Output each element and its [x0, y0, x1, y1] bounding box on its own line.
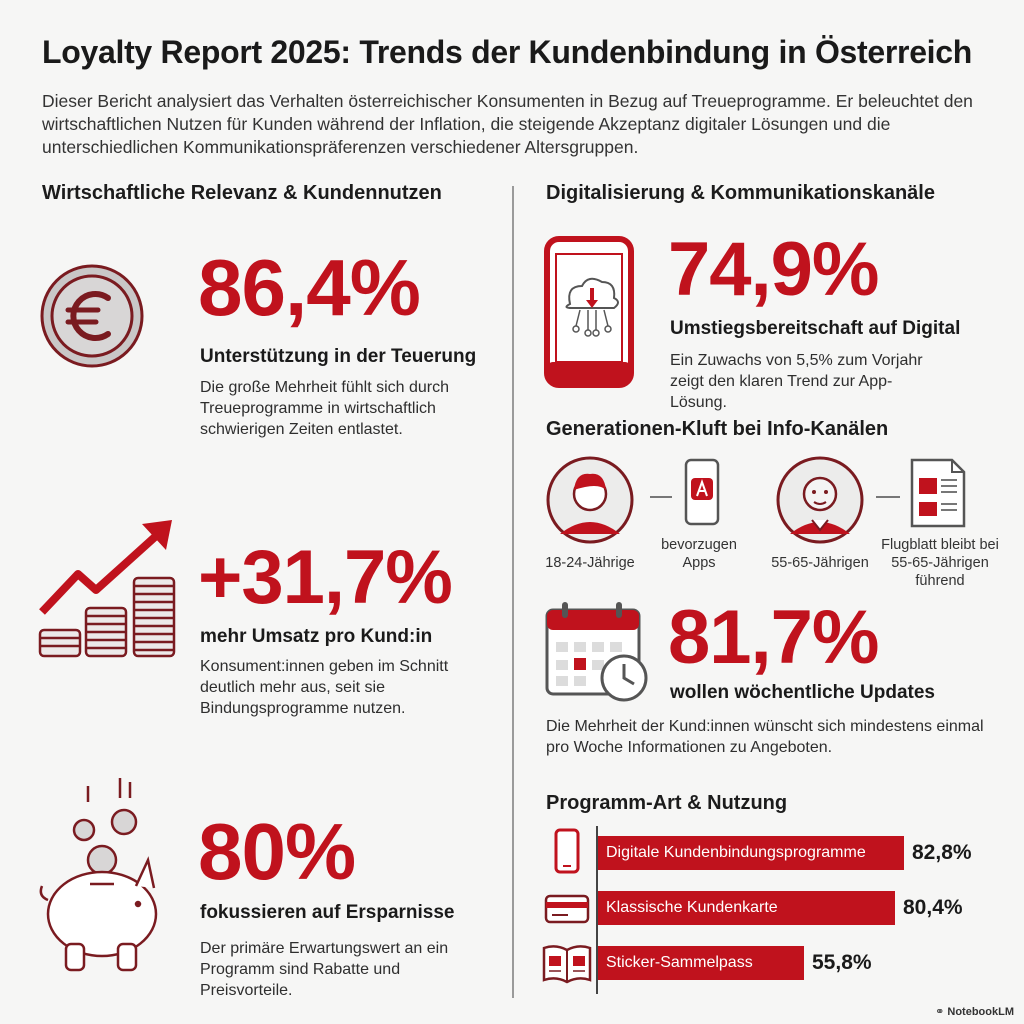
- young-connector: [650, 496, 672, 498]
- stat-revenue-value: +31,7%: [198, 535, 453, 620]
- program-bar-value: 82,8%: [912, 841, 972, 864]
- program-bar-3: Sticker-Sammelpass: [598, 946, 804, 980]
- program-bar-2: Klassische Kundenkarte: [598, 891, 895, 925]
- card-icon: [544, 894, 590, 924]
- program-bar-value: 80,4%: [903, 896, 963, 919]
- calendar-clock-icon: [544, 600, 656, 704]
- flyer-icon: [910, 458, 966, 528]
- piggy-bank-icon: [36, 776, 166, 976]
- notebooklm-logo-icon: ⚭: [935, 1006, 945, 1018]
- stat-savings-value: 80%: [198, 807, 356, 896]
- stat-digital-desc: Ein Zuwachs von 5,5% zum Vorjahr zeigt d…: [670, 352, 923, 411]
- program-bar-label: Klassische Kundenkarte: [606, 899, 778, 916]
- stat-inflation-desc: Die große Mehrheit fühlt sich durch Treu…: [200, 379, 449, 438]
- young-preference-caption: bevorzugen Apps: [661, 537, 737, 571]
- stat-updates-value: 81,7%: [668, 595, 879, 680]
- young-person-avatar: [546, 456, 634, 544]
- stat-inflation-label: Unterstützung in der Teuerung: [200, 346, 477, 367]
- bar-chart-axis: [596, 826, 598, 994]
- growth-coins-icon: [38, 516, 178, 660]
- stat-savings-desc: Der primäre Erwartungswert an ein Progra…: [200, 940, 449, 999]
- intro-paragraph: Dieser Bericht analysiert das Verhalten …: [42, 91, 973, 157]
- footer-brand-label: NotebookLM: [947, 1006, 1014, 1018]
- generations-heading: Generationen-Kluft bei Info-Kanälen: [546, 418, 889, 440]
- right-section-heading: Digitalisierung & Kommunikationskanäle: [546, 182, 935, 204]
- column-divider: [512, 186, 514, 998]
- stat-inflation-value: 86,4%: [198, 243, 421, 332]
- senior-preference-caption: Flugblatt bleibt bei 55-65-Jährigen führ…: [881, 537, 999, 589]
- program-bar-value: 55,8%: [812, 951, 872, 974]
- program-bar-1: Digitale Kundenbindungsprogramme: [598, 836, 904, 870]
- programs-heading: Programm-Art & Nutzung: [546, 792, 788, 814]
- smartphone-icon: [554, 828, 580, 874]
- senior-connector: [876, 496, 900, 498]
- stat-revenue-label: mehr Umsatz pro Kund:in: [200, 626, 433, 647]
- young-age-caption: 18-24-Jährige: [545, 555, 635, 571]
- stat-revenue-desc: Konsument:innen geben im Schnitt deutlic…: [200, 658, 449, 717]
- program-bar-label: Sticker-Sammelpass: [606, 954, 753, 971]
- sticker-book-icon: [542, 944, 592, 984]
- stat-updates-label: wollen wöchentliche Updates: [670, 682, 935, 703]
- footer-brand: ⚭ NotebookLM: [935, 1005, 1014, 1018]
- stat-digital-value: 74,9%: [668, 227, 879, 312]
- euro-coin-icon: [38, 262, 146, 370]
- left-section-heading: Wirtschaftliche Relevanz & Kundennutzen: [42, 182, 442, 204]
- app-phone-icon: [684, 458, 720, 526]
- phone-cloud-download-icon: [544, 236, 634, 388]
- program-bar-label: Digitale Kundenbindungsprogramme: [606, 844, 866, 861]
- senior-person-avatar: [776, 456, 864, 544]
- stat-digital-label: Umstiegsbereitschaft auf Digital: [670, 318, 961, 339]
- stat-savings-label: fokussieren auf Ersparnisse: [200, 902, 455, 923]
- page-title: Loyalty Report 2025: Trends der Kundenbi…: [42, 34, 973, 70]
- stat-updates-desc: Die Mehrheit der Kund:innen wünscht sich…: [546, 718, 984, 756]
- senior-age-caption: 55-65-Jährigen: [771, 555, 869, 571]
